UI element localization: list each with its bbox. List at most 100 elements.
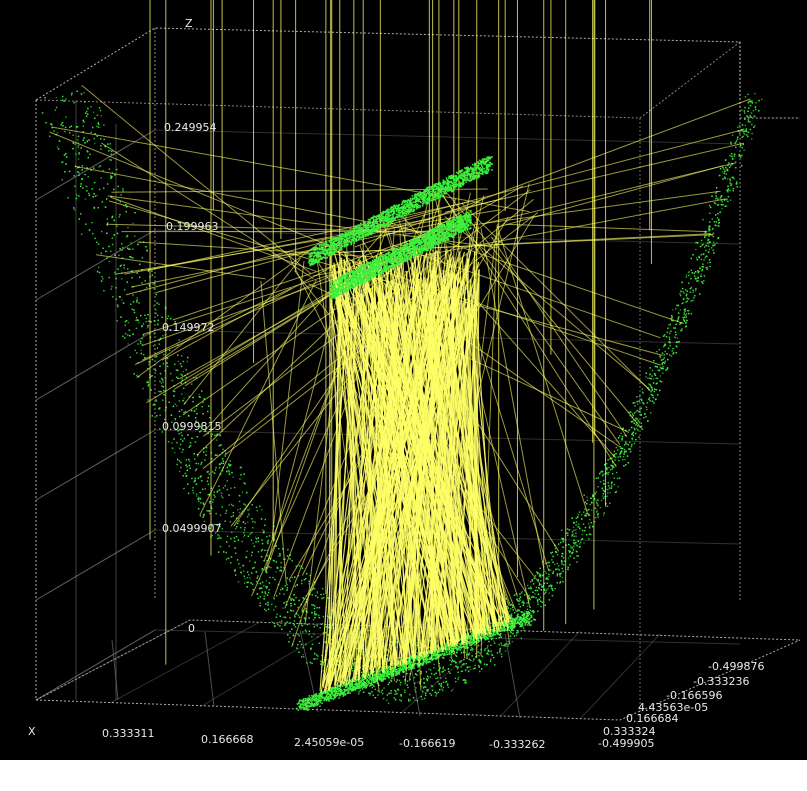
trough-point <box>716 242 718 244</box>
trough-point <box>585 513 587 515</box>
trough-point <box>582 529 584 532</box>
trough-point <box>507 645 509 647</box>
trough-point <box>744 130 746 132</box>
trough-point <box>265 587 268 589</box>
trough-point <box>700 273 702 275</box>
trough-point <box>504 650 507 652</box>
trough-point <box>235 536 238 538</box>
trough-point <box>293 620 296 622</box>
trough-point <box>113 188 115 191</box>
trough-point <box>517 610 519 612</box>
trough-point <box>264 591 266 593</box>
trough-point <box>543 582 546 585</box>
trough-point <box>428 668 430 670</box>
trough-point <box>746 134 748 136</box>
trough-point <box>117 268 119 270</box>
trough-point <box>510 608 512 610</box>
trough-point <box>705 255 707 257</box>
trough-point <box>442 681 445 683</box>
trough-point <box>175 428 177 431</box>
trough-point <box>613 477 615 479</box>
trough-point <box>409 678 411 680</box>
trough-point <box>111 150 113 153</box>
trough-point <box>286 621 288 623</box>
trough-point <box>441 683 443 686</box>
trough-point <box>529 620 531 622</box>
trough-point <box>451 659 454 661</box>
trough-point <box>675 352 677 354</box>
trough-point <box>749 121 751 123</box>
trough-point <box>439 666 441 668</box>
trough-point <box>361 671 363 674</box>
trough-point <box>151 270 153 272</box>
trough-point <box>396 679 399 681</box>
trough-point <box>717 237 719 240</box>
trough-point <box>744 106 746 109</box>
trough-point <box>478 666 480 668</box>
3d-plot-canvas[interactable]: Z X 0 0.0499907 0.0999815 0.149972 0.199… <box>0 0 807 760</box>
trough-point <box>279 615 281 617</box>
trough-point <box>675 334 677 336</box>
trough-point <box>147 380 149 382</box>
trough-point <box>499 649 501 651</box>
trough-point <box>82 125 84 127</box>
trough-point <box>602 474 604 477</box>
trough-point <box>669 338 671 341</box>
trough-point <box>571 546 573 549</box>
trough-point <box>609 502 611 504</box>
trough-point <box>82 119 84 122</box>
trough-point <box>703 259 705 261</box>
trough-point <box>650 378 652 380</box>
trough-point <box>708 245 710 247</box>
trough-point <box>530 587 532 590</box>
trough-point <box>666 368 669 370</box>
trough-point <box>256 510 258 512</box>
trough-point <box>323 593 325 595</box>
trough-point <box>531 596 534 598</box>
trough-point <box>621 437 623 440</box>
trough-point <box>493 640 495 642</box>
trough-point <box>575 535 577 537</box>
trough-point <box>266 536 268 538</box>
trough-point <box>218 463 221 466</box>
trough-point <box>521 591 523 593</box>
trough-point <box>297 633 299 636</box>
trough-point <box>437 691 440 694</box>
trough-point <box>627 444 629 446</box>
trough-point <box>655 366 657 368</box>
trough-point <box>672 353 674 355</box>
trough-point <box>289 637 291 639</box>
trough-point <box>76 126 79 128</box>
trough-point <box>590 521 592 524</box>
trough-point <box>284 624 286 626</box>
trough-point <box>220 492 223 494</box>
trough-point <box>81 165 83 167</box>
trough-point <box>667 358 669 361</box>
trough-point <box>377 690 379 692</box>
trough-point <box>202 401 204 404</box>
trough-point <box>642 392 645 395</box>
trough-point <box>592 525 594 528</box>
trough-point <box>153 332 155 335</box>
trough-point <box>688 298 690 300</box>
trough-point <box>327 634 329 636</box>
trough-point <box>561 529 563 531</box>
trough-point <box>657 369 659 372</box>
trough-point <box>386 694 388 696</box>
trough-point <box>512 606 514 609</box>
trough-point <box>146 326 149 329</box>
trough-point <box>234 574 237 576</box>
trough-point <box>455 681 457 683</box>
trough-point <box>500 642 502 644</box>
z-grid-line <box>35 229 156 301</box>
trough-point <box>695 241 697 244</box>
trough-point <box>457 666 459 668</box>
trough-point <box>551 595 554 597</box>
trough-point <box>308 630 310 632</box>
trough-point <box>318 617 321 619</box>
trough-point <box>573 529 575 532</box>
trough-point <box>391 677 393 679</box>
trough-point <box>80 147 82 149</box>
trough-point <box>573 535 575 537</box>
trough-point <box>222 460 224 462</box>
